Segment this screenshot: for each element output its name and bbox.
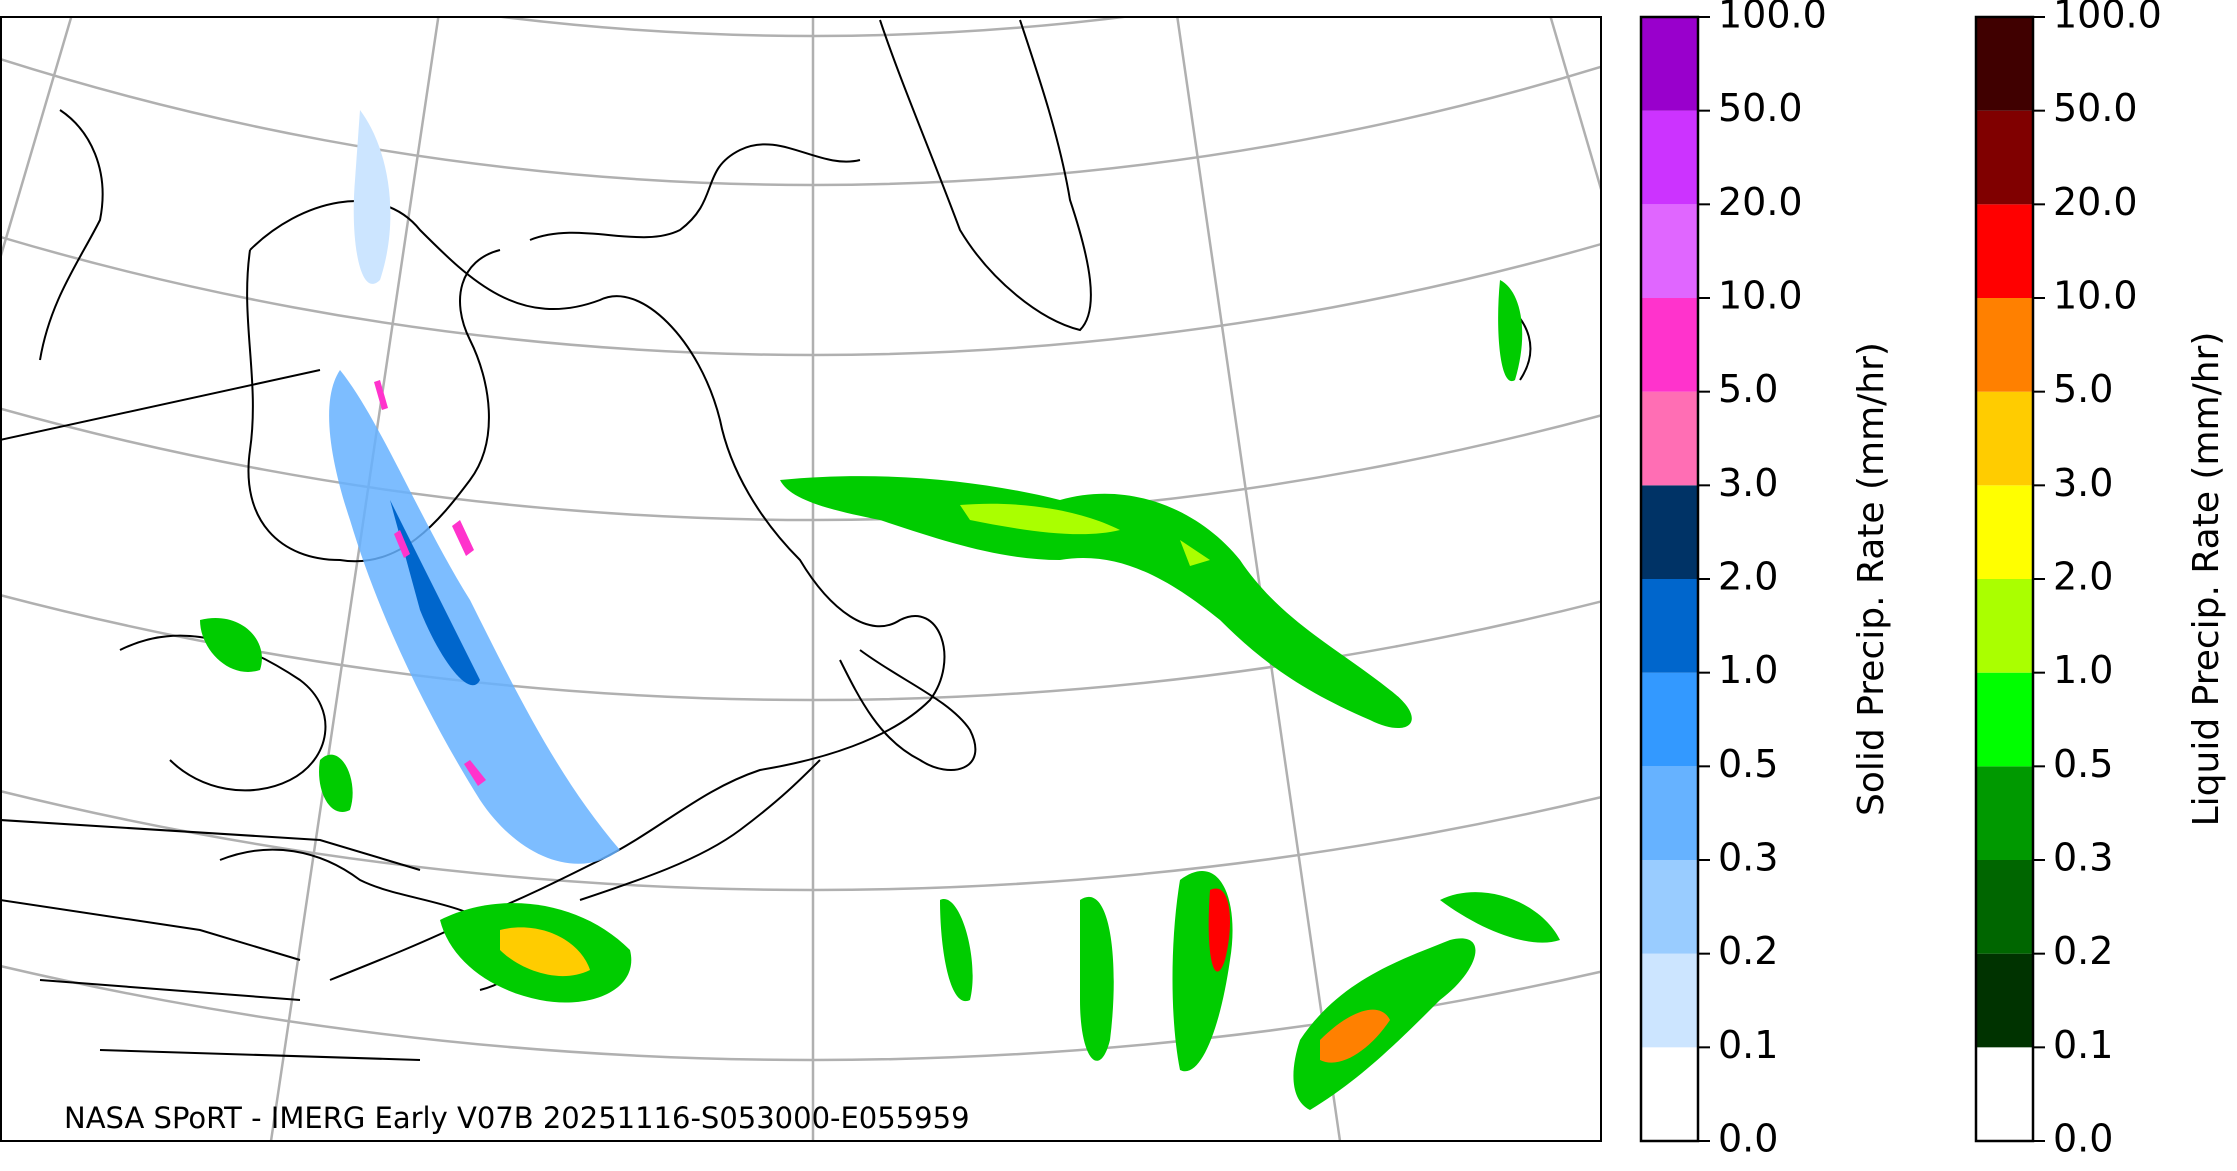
colorbar-tick-label: 50.0 (1718, 86, 1803, 130)
colorbar-segment (1976, 579, 2033, 673)
longitude-line (1176, 17, 1342, 1141)
colorbar-segment (1976, 485, 2033, 579)
colorbar-tick-label: 0.1 (2053, 1023, 2113, 1067)
colorbar-tick-label: 0.2 (2053, 929, 2113, 973)
colorbar-tick-label: 0.1 (1718, 1023, 1778, 1067)
colorbar-tick-label: 10.0 (1718, 274, 1803, 318)
coastline (39, 109, 104, 361)
colorbar-segment (1641, 298, 1698, 392)
colorbar-tick-label: 2.0 (2053, 555, 2113, 599)
colorbar-tick-label: 3.0 (2053, 461, 2113, 505)
colorbar-tick-label: 20.0 (2053, 180, 2138, 224)
colorbar-segment (1976, 1047, 2033, 1141)
liquid-precip (1320, 1009, 1390, 1063)
colorbar-label: Solid Precip. Rate (mm/hr) (1851, 342, 1892, 816)
colorbar-segment (1641, 17, 1698, 111)
solid-precip (353, 110, 391, 284)
colorbar-tick-label: 0.0 (2053, 1117, 2113, 1161)
colorbar-tick-label: 10.0 (2053, 274, 2138, 318)
coastlines (1, 19, 1532, 1061)
colorbar-segment (1976, 110, 2033, 205)
colorbars: 0.0 0.1 0.2 0.3 0.5 1.0 2.0 3.0 5.0 10.0 20.0 50.0 1… (1639, 0, 2227, 1161)
caption: NASA SPoRT - IMERG Early V07B 20251116-S… (64, 1101, 970, 1135)
liquid-precip (500, 927, 590, 977)
colorbar-segment (1641, 391, 1698, 486)
coastline (839, 649, 977, 771)
colorbar-tick-label: 0.2 (1718, 929, 1778, 973)
colorbar-tick-label: 0.3 (2053, 836, 2113, 880)
liquid-precip (200, 618, 353, 812)
colorbar-segment (1641, 860, 1698, 954)
coastline (249, 200, 946, 981)
colorbar-tick-label: 50.0 (2053, 86, 2138, 130)
longitude-line (269, 17, 440, 1141)
colorbar-segment (1976, 17, 2033, 111)
colorbar-tick-label: 2.0 (1718, 555, 1778, 599)
colorbar-tick-label: 0.3 (1718, 836, 1778, 880)
colorbar-tick-label: 1.0 (2053, 648, 2113, 692)
colorbar-segment (1641, 672, 1698, 767)
colorbar-tick-label: 3.0 (1718, 461, 1778, 505)
colorbar-segment (1976, 766, 2033, 860)
colorbar-tick-label: 5.0 (2053, 367, 2113, 411)
colorbar-tick-label: 1.0 (1718, 648, 1778, 692)
border (1, 369, 421, 1061)
solid-precip (329, 370, 620, 864)
solid-precip (390, 500, 480, 686)
map-frame (0, 16, 1602, 1142)
colorbar-tick-label: 0.5 (2053, 742, 2113, 786)
colorbar-segment (1641, 766, 1698, 860)
colorbar-segment (1641, 110, 1698, 205)
colorbar-segment (1641, 579, 1698, 673)
colorbar-segment (1976, 391, 2033, 486)
coastline (119, 634, 327, 792)
precipitation (200, 110, 1560, 1110)
colorbar-label: Liquid Precip. Rate (mm/hr) (2186, 332, 2227, 827)
colorbar-tick-label: 100.0 (1718, 0, 1827, 37)
liquid-precip (960, 503, 1210, 566)
colorbar-segment (1641, 204, 1698, 298)
colorbar-segment (1976, 953, 2033, 1048)
coastline (879, 19, 1092, 332)
colorbar-tick-label: 100.0 (2053, 0, 2162, 37)
map-background (1, 17, 1601, 1141)
colorbar-tick-label: 0.0 (1718, 1117, 1778, 1161)
coastline (529, 143, 861, 241)
map (1, 17, 1601, 1141)
colorbar-tick-label: 20.0 (1718, 180, 1803, 224)
colorbar-segment (1976, 672, 2033, 767)
colorbar-segment (1976, 204, 2033, 298)
colorbar-segment (1641, 953, 1698, 1048)
colorbar-segment (1976, 298, 2033, 392)
graticule (1, 17, 1601, 1141)
colorbar-tick-label: 5.0 (1718, 367, 1778, 411)
coastline (579, 759, 821, 901)
colorbar-tick-label: 0.5 (1718, 742, 1778, 786)
colorbar-segment (1976, 860, 2033, 954)
colorbar-segment (1641, 485, 1698, 579)
colorbar-segment (1641, 1047, 1698, 1141)
liquid-precip (1208, 888, 1230, 972)
